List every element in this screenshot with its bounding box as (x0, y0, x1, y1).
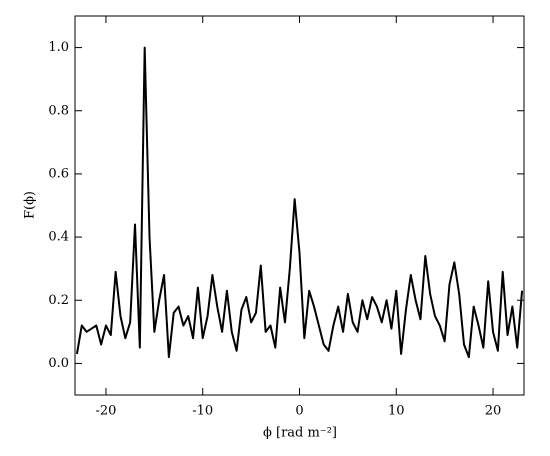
y-tick-label: 0.4 (48, 230, 69, 245)
x-axis-label: ϕ [rad m⁻²] (263, 426, 337, 441)
x-tick-label: 10 (388, 404, 405, 419)
y-tick-label: 0.2 (48, 293, 69, 308)
data-line (75, 46, 524, 359)
y-axis-label: F(ϕ) (23, 191, 38, 219)
x-tick-label: -20 (95, 404, 116, 419)
x-tick-label: -10 (192, 404, 213, 419)
x-tick-label: 20 (485, 404, 502, 419)
y-tick-label: 0.0 (48, 356, 69, 371)
y-tick-label: 0.8 (48, 103, 69, 118)
y-tick-label: 0.6 (48, 166, 69, 181)
y-tick-label: 1.0 (48, 40, 69, 55)
x-tick-label: 0 (295, 404, 303, 419)
